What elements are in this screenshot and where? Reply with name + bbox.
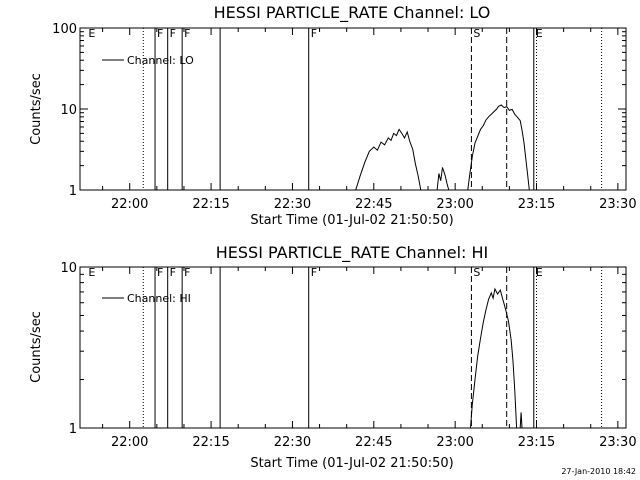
x-tick-label: 23:00 xyxy=(436,435,473,450)
chart-title: HESSI PARTICLE_RATE Channel: HI xyxy=(216,243,489,263)
x-tick-label: 22:15 xyxy=(192,197,229,212)
series-line-segment xyxy=(467,104,530,191)
y-tick-label: 1 xyxy=(69,422,77,437)
event-marker-label: F xyxy=(311,27,317,40)
event-marker-label: S xyxy=(473,266,480,279)
y-tick-label: 1 xyxy=(69,184,77,199)
x-tick-label: 23:15 xyxy=(518,197,555,212)
x-tick-label: 23:30 xyxy=(599,197,636,212)
legend: Channel: HI xyxy=(102,292,191,305)
y-tick-label: 10 xyxy=(60,103,77,118)
event-marker-label: F xyxy=(170,27,176,40)
event-marker-label: E xyxy=(88,266,95,279)
event-marker-label: E xyxy=(88,27,95,40)
x-tick-label: 22:45 xyxy=(355,435,392,450)
event-marker-label: F xyxy=(170,266,176,279)
x-tick-label: 23:00 xyxy=(436,197,473,212)
legend: Channel: LO xyxy=(102,54,194,67)
event-marker-label: F xyxy=(184,27,190,40)
series-line-segment xyxy=(355,128,422,191)
plot-timestamp: 27-Jan-2010 18:42 xyxy=(561,467,636,476)
plot-frame xyxy=(79,266,627,429)
event-marker-label: E xyxy=(536,27,543,40)
series-line-segment xyxy=(470,287,518,429)
y-axis-label: Counts/sec xyxy=(29,311,44,383)
legend-label-lo: Channel: LO xyxy=(127,54,194,67)
series-line-segment xyxy=(436,167,450,191)
event-marker-label: F xyxy=(184,266,190,279)
event-marker-label: F xyxy=(157,266,163,279)
x-tick-label: 22:45 xyxy=(355,197,392,212)
x-tick-label: 22:00 xyxy=(111,435,148,450)
x-axis-label: Start Time (01-Jul-02 21:50:50) xyxy=(250,456,453,471)
x-tick-label: 22:30 xyxy=(274,197,311,212)
x-tick-label: 22:15 xyxy=(192,435,229,450)
legend-label-hi: Channel: HI xyxy=(127,292,191,305)
event-marker-label: E xyxy=(536,266,543,279)
x-tick-label: 22:00 xyxy=(111,197,148,212)
y-tick-label: 100 xyxy=(52,22,77,37)
event-marker-label: S xyxy=(473,27,480,40)
series-line-segment xyxy=(519,412,523,429)
x-tick-label: 23:30 xyxy=(599,435,636,450)
y-axis-label: Counts/sec xyxy=(29,73,44,145)
event-marker-label: F xyxy=(157,27,163,40)
x-tick-label: 23:15 xyxy=(518,435,555,450)
x-tick-label: 22:30 xyxy=(274,435,311,450)
panel-channel-lo: HESSI PARTICLE_RATE Channel: LO Start Ti… xyxy=(29,3,637,228)
chart-title: HESSI PARTICLE_RATE Channel: LO xyxy=(214,3,491,23)
event-marker-label: F xyxy=(311,266,317,279)
y-tick-label: 10 xyxy=(60,261,77,276)
panel-channel-hi: HESSI PARTICLE_RATE Channel: HI Start Ti… xyxy=(29,243,637,471)
x-axis-label: Start Time (01-Jul-02 21:50:50) xyxy=(250,213,453,228)
